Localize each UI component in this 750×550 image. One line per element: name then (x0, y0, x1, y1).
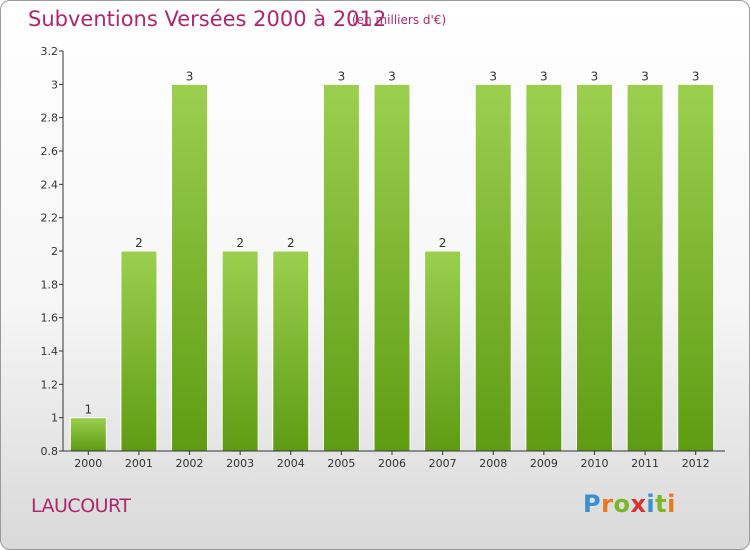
y-tick-label: 1.6 (41, 312, 59, 325)
x-axis: 2000 2001 2002 2003 2004 2005 2006 2007 2008 2009… (63, 450, 725, 470)
bar-2002 (171, 83, 209, 452)
x-tick-label-2010: 2010 (580, 457, 608, 470)
commune-name: LAUCOURT (31, 495, 131, 517)
data-label-2005: 3 (338, 69, 346, 83)
y-tick-label: 2.6 (41, 145, 59, 158)
data-label-2012: 3 (692, 69, 700, 83)
chart-title: Subventions Versées 2000 à 2012 (28, 7, 387, 31)
bar-2007 (424, 250, 462, 452)
bar-2003 (221, 250, 259, 452)
data-label-2007: 2 (439, 236, 447, 250)
y-tick-label: 3 (51, 78, 58, 91)
x-tick-label-2003: 2003 (226, 457, 254, 470)
y-tick-label: 2.2 (41, 212, 59, 225)
data-label-2010: 3 (591, 69, 599, 83)
y-tick-label: 3.2 (41, 45, 59, 58)
bar-2009 (525, 83, 563, 452)
data-label-2011: 3 (641, 69, 649, 83)
logo-letter: P (583, 490, 602, 518)
y-tick-label: 1.4 (41, 345, 59, 358)
data-label-2001: 2 (135, 236, 143, 250)
x-tick-label-2008: 2008 (479, 457, 507, 470)
data-label-2000: 1 (84, 403, 92, 417)
data-label-2008: 3 (489, 69, 497, 83)
bar-2001 (120, 250, 158, 452)
data-labels: 1 2 3 2 2 3 3 2 3 3 3 3 3 (84, 69, 699, 416)
y-tick-label: 1 (51, 412, 58, 425)
data-label-2009: 3 (540, 69, 548, 83)
bar-2011 (626, 83, 664, 452)
x-tick-label-2005: 2005 (327, 457, 355, 470)
y-tick-label: 0.8 (41, 445, 59, 458)
data-label-2004: 2 (287, 236, 295, 250)
y-tick-label: 1.2 (41, 378, 59, 391)
bar-2000 (69, 417, 107, 452)
logo-letter: r (601, 490, 614, 518)
x-tick-label-2001: 2001 (125, 457, 153, 470)
bar-2008 (474, 83, 512, 452)
data-label-2006: 3 (388, 69, 396, 83)
logo-letter: x (630, 490, 647, 518)
proxiti-logo: Proxiti (583, 490, 676, 518)
bar-2005 (322, 83, 360, 452)
bars (69, 83, 715, 452)
logo-letter: t (655, 490, 668, 518)
y-tick-label: 2.8 (41, 112, 59, 125)
logo-letter: i (646, 490, 656, 518)
x-tick-label-2002: 2002 (176, 457, 204, 470)
bar-2010 (575, 83, 613, 452)
bar-2006 (373, 83, 411, 452)
chart-subtitle: (en milliers d'€) (352, 13, 447, 27)
x-tick-label-2007: 2007 (429, 457, 457, 470)
bar-2012 (677, 83, 715, 452)
x-tick-label-2006: 2006 (378, 457, 406, 470)
x-tick-label-2004: 2004 (277, 457, 305, 470)
x-tick-label-2011: 2011 (631, 457, 659, 470)
x-tick-label-2009: 2009 (530, 457, 558, 470)
logo-letter: o (613, 490, 631, 518)
y-tick-label: 2 (51, 245, 58, 258)
x-tick-label-2012: 2012 (682, 457, 710, 470)
bar-2004 (272, 250, 310, 452)
data-label-2002: 3 (186, 69, 194, 83)
logo-letter: i (667, 490, 676, 518)
data-label-2003: 2 (236, 236, 244, 250)
y-tick-label: 2.4 (41, 178, 59, 191)
y-tick-label: 1.8 (41, 278, 59, 291)
y-axis: 0.8 1 1.2 1.4 1.6 1.8 2 2.2 2.4 2.6 2.8 3 3.2 (41, 45, 64, 458)
x-tick-label-2000: 2000 (74, 457, 102, 470)
